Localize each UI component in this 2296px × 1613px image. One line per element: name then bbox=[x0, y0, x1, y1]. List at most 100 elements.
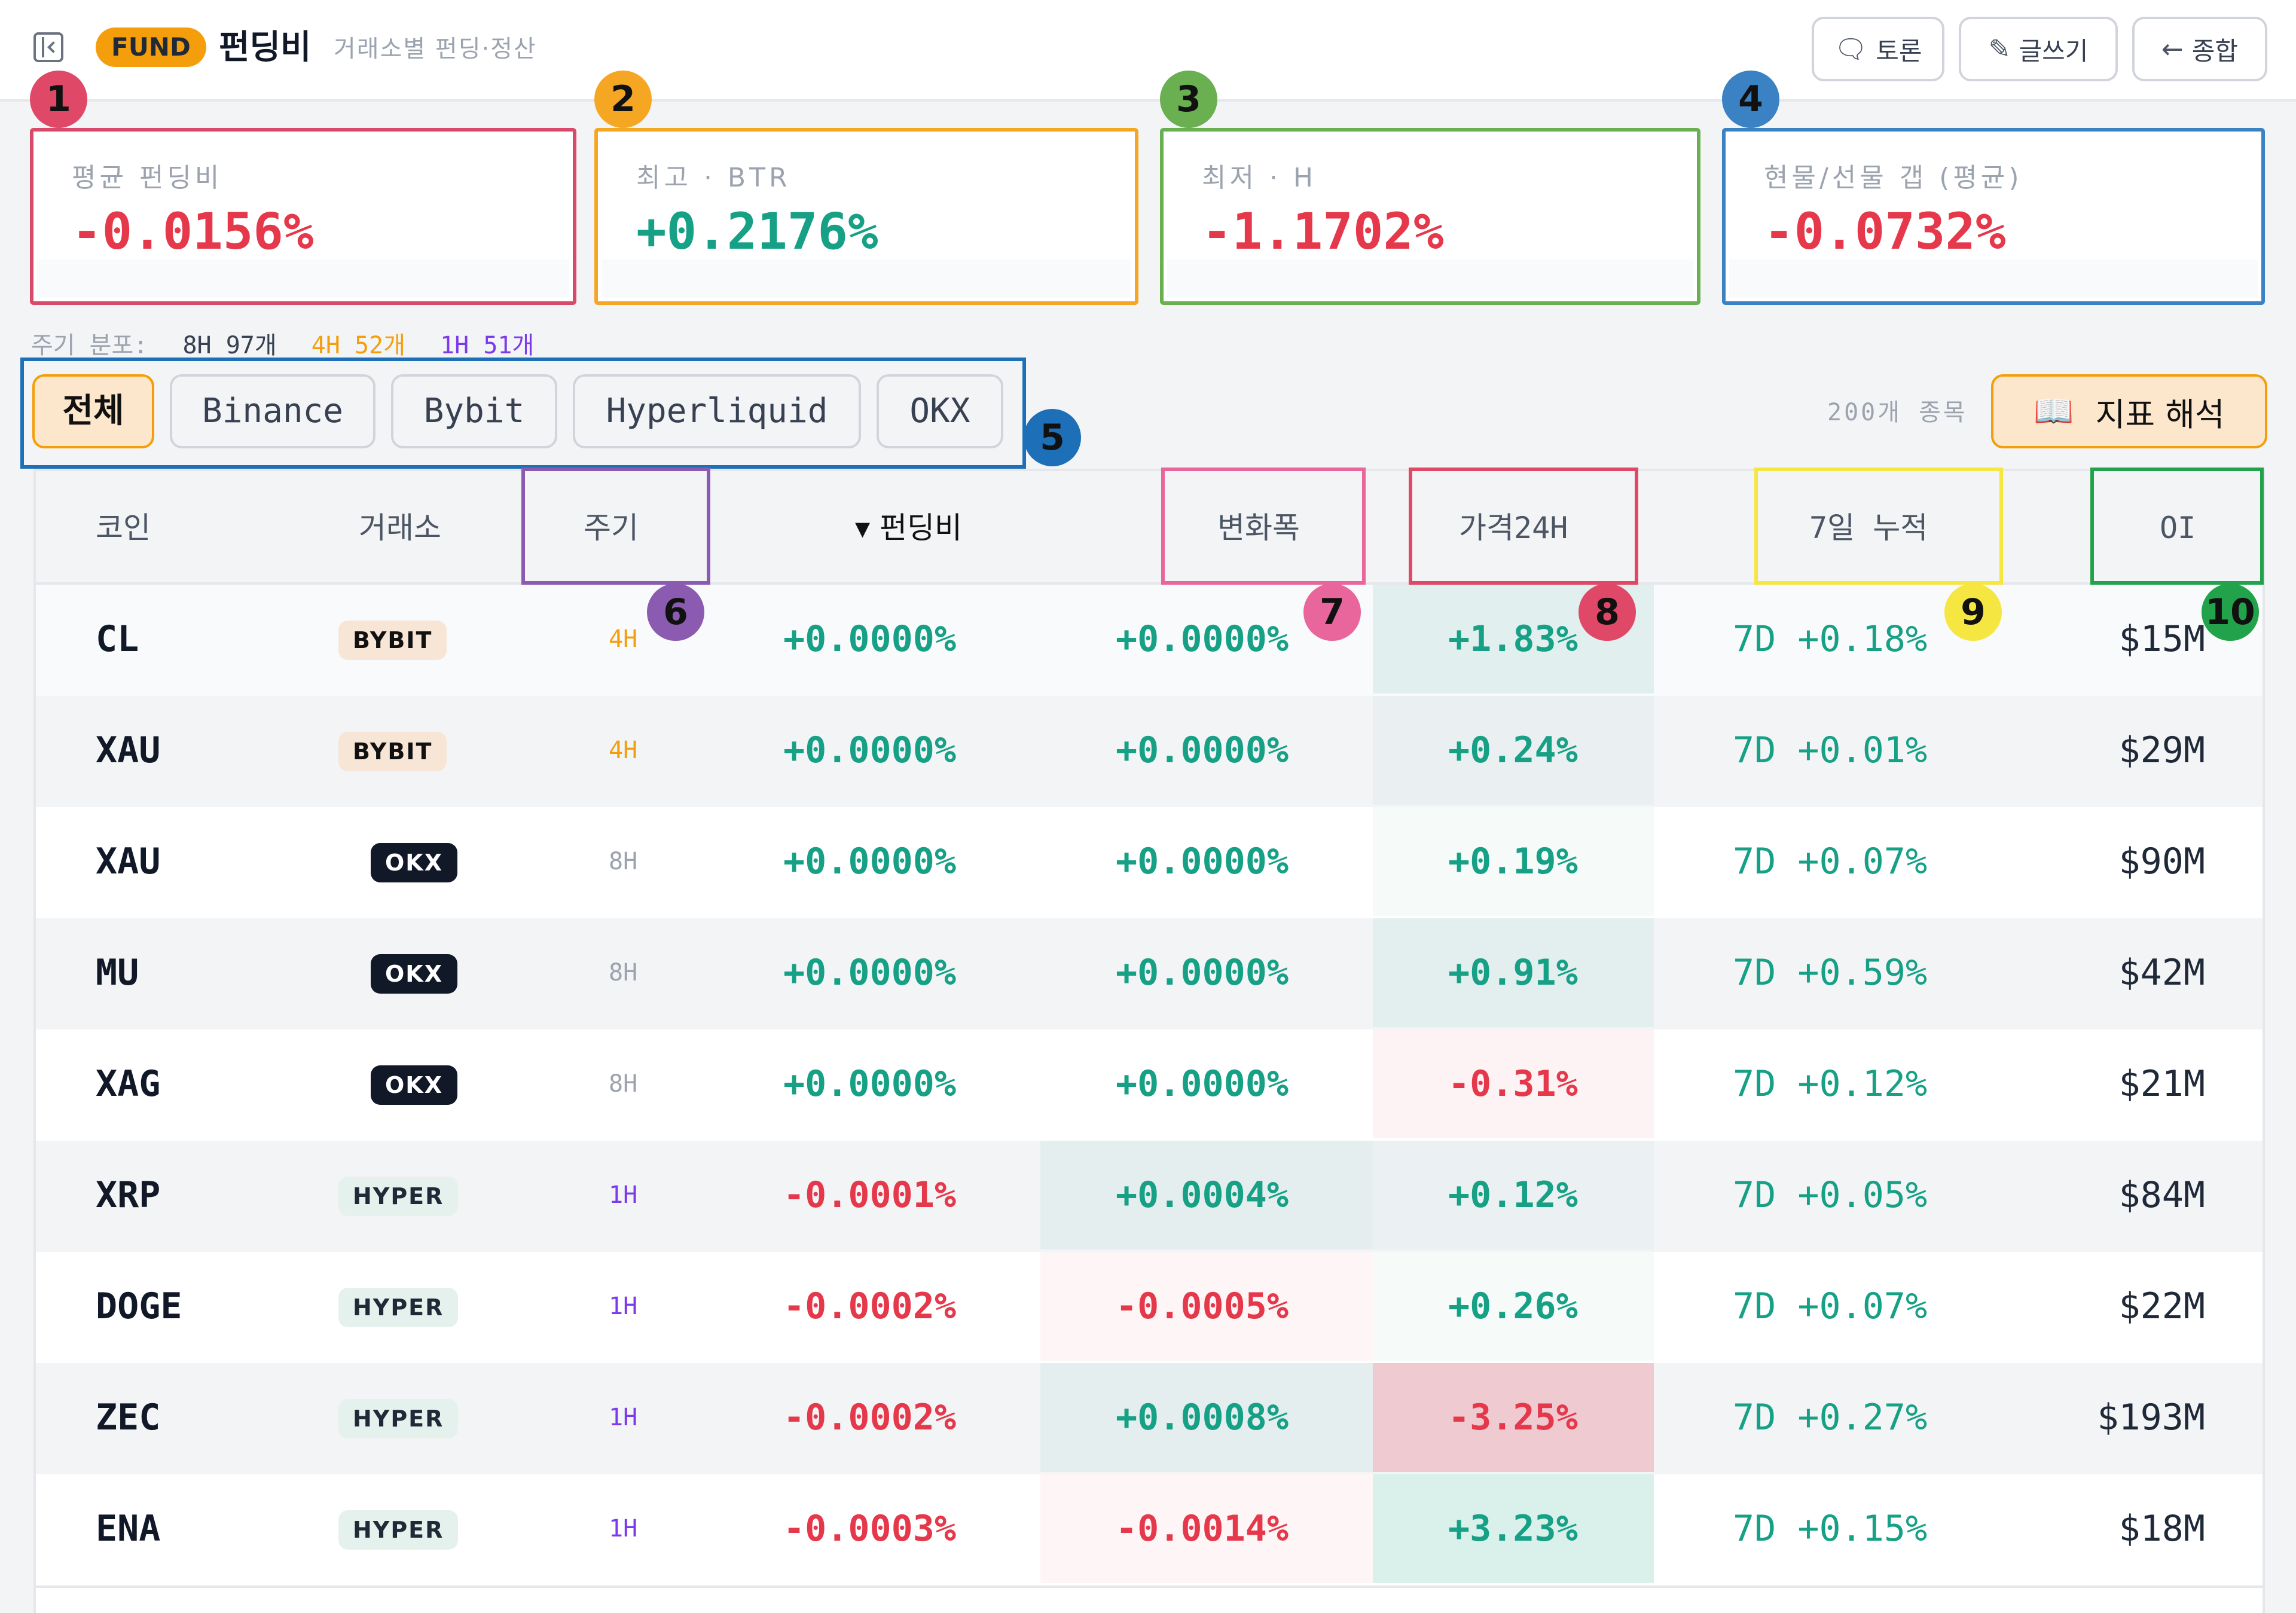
column-price-24h[interactable]: 가격24H bbox=[1459, 511, 1568, 545]
funding-change: -0.0014% bbox=[1116, 1508, 1289, 1550]
indicator-guide-button[interactable]: 📖 지표 해석 bbox=[1991, 374, 2267, 448]
funding-rate: -0.0001% bbox=[783, 1174, 956, 1216]
funding-change: +0.0008% bbox=[1116, 1397, 1289, 1438]
table-row[interactable]: XAU OKX 8H +0.0000% +0.0000% +0.19% 7D +0.07% $… bbox=[36, 807, 2263, 921]
change-bg bbox=[1040, 1474, 1373, 1583]
marker-5: 5 bbox=[1024, 409, 1081, 466]
page-title: 펀딩비 bbox=[219, 28, 312, 67]
funding-rate: -0.0003% bbox=[783, 1508, 956, 1550]
funding-change: +0.0000% bbox=[1116, 1063, 1289, 1105]
page-subtitle: 거래소별 펀딩·정산 bbox=[334, 35, 537, 63]
stat-card-lowest: 최저 · H -1.1702% bbox=[1160, 128, 1700, 305]
column-funding-rate[interactable]: ▾ 펀딩비 bbox=[855, 511, 962, 545]
price-change-bg bbox=[1373, 918, 1654, 1027]
column-coin[interactable]: 코인 bbox=[96, 511, 151, 545]
funding-table: 코인 거래소 주기 ▾ 펀딩비 변화폭 가격24H 7일 누적 OI CL BYB… bbox=[33, 469, 2265, 1613]
funding-rate: -0.0002% bbox=[783, 1285, 956, 1327]
marker-6: 6 bbox=[647, 584, 704, 641]
chat-icon: 🗨 bbox=[1834, 34, 1868, 65]
price-change-bg bbox=[1373, 1363, 1654, 1472]
stat-value: -0.0156% bbox=[72, 202, 314, 261]
sidebar-toggle-icon[interactable] bbox=[33, 32, 63, 62]
table-row[interactable]: XAG OKX 8H +0.0000% +0.0000% -0.31% 7D +0.12% $… bbox=[36, 1029, 2263, 1143]
open-interest: $84M bbox=[2118, 1174, 2206, 1216]
table-row[interactable]: MU OKX 8H +0.0000% +0.0000% +0.91% 7D +0.59% $4… bbox=[36, 918, 2263, 1032]
funding-change: -0.0005% bbox=[1116, 1285, 1289, 1327]
app-header: FUND 펀딩비 거래소별 펀딩·정산 🗨 토론 ✎ 글쓰기 ← 종합 bbox=[0, 0, 2296, 102]
distribution-4h: 4H 52개 bbox=[311, 332, 405, 359]
funding-change: +0.0004% bbox=[1116, 1174, 1289, 1216]
marker-1: 1 bbox=[30, 71, 87, 128]
indicator-guide-label: 지표 해석 bbox=[2095, 395, 2225, 433]
table-header: 코인 거래소 주기 ▾ 펀딩비 변화폭 가격24H 7일 누적 OI bbox=[36, 469, 2263, 585]
column-exchange[interactable]: 거래소 bbox=[359, 511, 441, 545]
funding-period: 1H bbox=[609, 1404, 638, 1431]
table-row[interactable]: XAU BYBIT 4H +0.0000% +0.0000% +0.24% 7D +0.01… bbox=[36, 696, 2263, 809]
filter-bybit[interactable]: Bybit bbox=[391, 374, 557, 448]
arrow-left-icon: ← bbox=[2161, 33, 2184, 65]
funding-rate: +0.0000% bbox=[783, 841, 956, 882]
annotation-box-change bbox=[1161, 468, 1366, 585]
stat-value: -1.1702% bbox=[1202, 202, 1444, 261]
coin-symbol: ZEC bbox=[96, 1397, 161, 1438]
funding-rate: -0.0002% bbox=[783, 1397, 956, 1438]
stat-card-spot-futures-gap: 현물/선물 갭 (평균) -0.0732% bbox=[1722, 128, 2265, 305]
marker-3: 3 bbox=[1160, 71, 1217, 128]
price-24h: +3.23% bbox=[1448, 1508, 1578, 1550]
annotation-box-period bbox=[521, 468, 710, 585]
table-row[interactable]: ZEC HYPER 1H -0.0002% +0.0008% -3.25% 7D +0.27… bbox=[36, 1363, 2263, 1477]
funding-rate: +0.0000% bbox=[783, 729, 956, 771]
table-row[interactable]: CL BYBIT 4H +0.0000% +0.0000% +1.83% 7D +0.18%… bbox=[36, 585, 2263, 698]
discussion-button[interactable]: 🗨 토론 bbox=[1812, 17, 1944, 81]
column-7d-cumulative[interactable]: 7일 누적 bbox=[1809, 511, 1928, 545]
filter-hyperliquid[interactable]: Hyperliquid bbox=[573, 374, 861, 448]
distribution-label: 주기 분포: bbox=[31, 332, 148, 359]
change-bg bbox=[1040, 1141, 1373, 1250]
price-24h: -0.31% bbox=[1448, 1063, 1578, 1105]
column-change[interactable]: 변화폭 bbox=[1217, 511, 1300, 545]
table-row[interactable]: ENA HYPER 1H -0.0003% -0.0014% +3.23% 7D +0.15… bbox=[36, 1474, 2263, 1588]
stat-value: -0.0732% bbox=[1764, 202, 2006, 261]
funding-period: 1H bbox=[609, 1515, 638, 1542]
cumulative-7d: 7D +0.15% bbox=[1733, 1508, 1928, 1550]
exchange-filter-group bbox=[20, 358, 1026, 469]
write-button-label: 글쓰기 bbox=[2019, 36, 2089, 66]
funding-rate: +0.0000% bbox=[783, 952, 956, 994]
funding-period: 1H bbox=[609, 1181, 638, 1209]
price-24h: -3.25% bbox=[1448, 1397, 1578, 1438]
column-oi[interactable]: OI bbox=[2160, 511, 2196, 545]
price-change-bg bbox=[1373, 696, 1654, 805]
symbol-count: 200개 종목 bbox=[1827, 399, 1968, 426]
cumulative-7d: 7D +0.27% bbox=[1733, 1397, 1928, 1438]
coin-symbol: CL bbox=[96, 618, 139, 660]
stat-card-highest: 최고 · BTR +0.2176% bbox=[594, 128, 1138, 305]
table-row[interactable]: DOGE HYPER 1H -0.0002% -0.0005% +0.26% 7D +0.0… bbox=[36, 1252, 2263, 1365]
cumulative-7d: 7D +0.07% bbox=[1733, 1285, 1928, 1327]
stat-value: +0.2176% bbox=[636, 202, 878, 261]
back-overview-button[interactable]: ← 종합 bbox=[2132, 17, 2267, 81]
cumulative-7d: 7D +0.59% bbox=[1733, 952, 1928, 994]
cumulative-7d: 7D +0.05% bbox=[1733, 1174, 1928, 1216]
funding-change: +0.0000% bbox=[1116, 618, 1289, 660]
distribution-8h: 8H 97개 bbox=[182, 332, 277, 359]
price-change-bg bbox=[1373, 1029, 1654, 1138]
annotation-box-7d-cumulative bbox=[1754, 468, 2003, 585]
back-overview-label: 종합 bbox=[2191, 36, 2239, 66]
book-icon: 📖 bbox=[2034, 392, 2074, 430]
cumulative-7d: 7D +0.01% bbox=[1733, 729, 1928, 771]
change-bg bbox=[1040, 1363, 1373, 1472]
column-period[interactable]: 주기 bbox=[584, 511, 639, 545]
write-button[interactable]: ✎ 글쓰기 bbox=[1959, 17, 2118, 81]
coin-symbol: XAG bbox=[96, 1063, 161, 1105]
fund-badge: FUND bbox=[96, 28, 206, 67]
open-interest: $15M bbox=[2118, 618, 2206, 660]
filter-binance[interactable]: Binance bbox=[170, 374, 375, 448]
funding-change: +0.0000% bbox=[1116, 841, 1289, 882]
marker-9: 9 bbox=[1944, 584, 2002, 641]
stat-label: 최고 · BTR bbox=[636, 163, 791, 193]
exchange-badge: HYPER bbox=[338, 1288, 459, 1327]
filter-okx[interactable]: OKX bbox=[877, 374, 1003, 448]
filter-all[interactable]: 전체 bbox=[32, 374, 154, 448]
table-row[interactable]: XRP HYPER 1H -0.0001% +0.0004% +0.12% 7D +0.05… bbox=[36, 1141, 2263, 1254]
cumulative-7d: 7D +0.07% bbox=[1733, 841, 1928, 882]
